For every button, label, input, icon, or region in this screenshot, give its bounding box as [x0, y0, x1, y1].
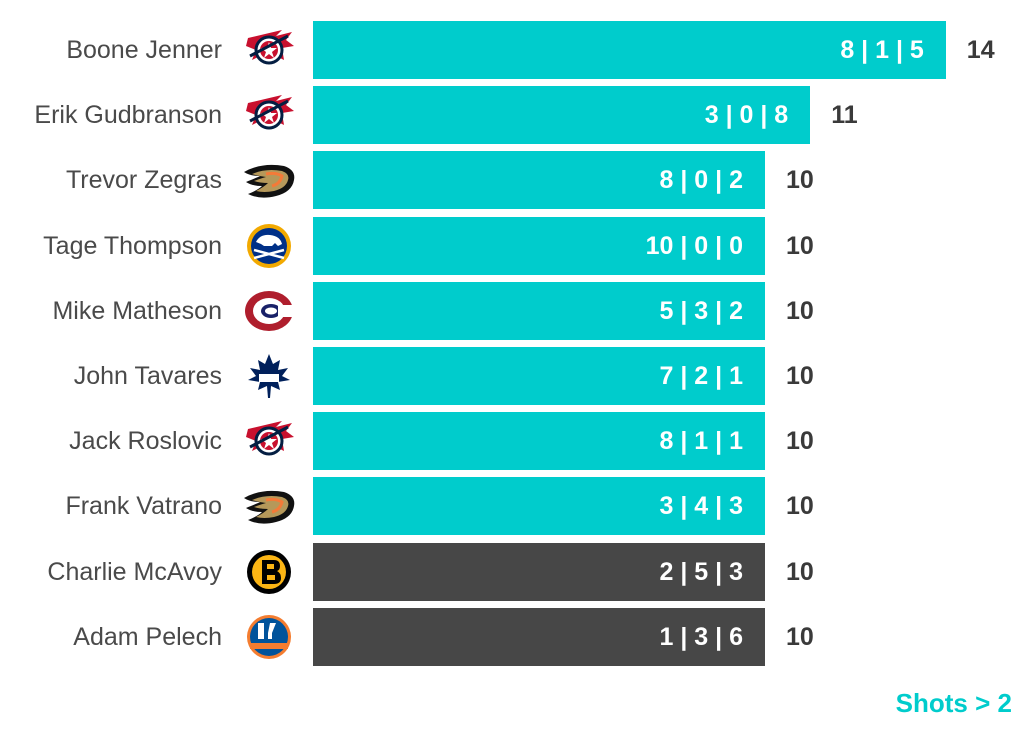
columbus-blue-jackets-logo-icon — [246, 30, 294, 65]
bar — [313, 21, 946, 79]
bar — [313, 477, 765, 536]
bar-total-label: 10 — [786, 557, 814, 586]
bar-breakdown-label: 3 | 0 | 8 — [704, 101, 789, 130]
bar — [313, 86, 811, 145]
bar — [313, 281, 765, 340]
player-name-label: Boone Jenner — [66, 36, 222, 64]
toronto-maple-leafs-logo-icon — [248, 354, 290, 398]
bar-breakdown-label: 7 | 2 | 1 — [659, 362, 743, 390]
player-name-label: Tage Thompson — [43, 231, 222, 260]
player-name-label: Frank Vatrano — [65, 492, 222, 521]
bar-row: Tage Thompson 10 | 0 | 0 10 — [0, 216, 1024, 275]
columbus-blue-jackets-logo-icon — [246, 421, 294, 456]
bar-total-label: 10 — [786, 622, 814, 651]
player-name-label: Charlie McAvoy — [47, 557, 222, 586]
player-name-label: Adam Pelech — [73, 622, 222, 651]
bar-row: Jack Roslovic 8 | 1 | 1 10 — [0, 412, 1024, 471]
bar-breakdown-label: 8 | 0 | 2 — [659, 166, 743, 195]
bar-total-label: 11 — [831, 101, 858, 130]
bar-breakdown-label: 5 | 3 | 2 — [659, 296, 743, 325]
bar — [313, 542, 765, 601]
footnote: Shots > 2 — [895, 688, 1012, 718]
bar-row: John Tavares 7 | 2 | 1 10 — [0, 347, 1024, 405]
player-name-label: Jack Roslovic — [69, 427, 222, 456]
bar-row: Mike Matheson 5 | 3 | 2 10 — [0, 281, 1024, 340]
bar-row: Frank Vatrano 3 | 4 | 3 10 — [0, 477, 1024, 536]
bar — [313, 151, 765, 210]
bar-total-label: 10 — [786, 362, 814, 390]
bar — [313, 216, 765, 275]
bar-breakdown-label: 3 | 4 | 3 — [659, 492, 743, 521]
bar-row: Trevor Zegras 8 | 0 | 2 10 — [0, 151, 1024, 210]
anaheim-ducks-logo-icon — [244, 165, 295, 198]
bar-total-label: 10 — [786, 231, 814, 260]
bar-total-label: 10 — [786, 296, 814, 325]
bar — [313, 607, 765, 666]
bar-row: Charlie McAvoy 2 | 5 | 3 10 — [0, 542, 1024, 601]
bar — [313, 347, 765, 405]
bar-row: Boone Jenner 8 | 1 | 5 14 — [0, 21, 1024, 79]
montreal-canadiens-logo-icon — [245, 290, 294, 331]
bar-breakdown-label: 10 | 0 | 0 — [645, 231, 743, 260]
bar-total-label: 10 — [786, 492, 814, 521]
bar-breakdown-label: 8 | 1 | 5 — [840, 36, 924, 64]
buffalo-sabres-logo-icon — [247, 223, 291, 268]
bar-breakdown-label: 1 | 3 | 6 — [659, 622, 743, 651]
bar-row: Adam Pelech 1 | 3 | 6 10 — [0, 607, 1024, 666]
boston-bruins-logo-icon — [247, 549, 291, 594]
new-york-islanders-logo-icon — [247, 614, 291, 659]
player-name-label: Erik Gudbranson — [34, 101, 222, 130]
bar-total-label: 10 — [786, 427, 814, 456]
bar — [313, 412, 765, 471]
bar-row: Erik Gudbranson 3 | 0 | 8 11 — [0, 86, 1024, 145]
bar-total-label: 10 — [786, 166, 814, 195]
player-name-label: Mike Matheson — [52, 296, 222, 325]
bar-breakdown-label: 2 | 5 | 3 — [659, 557, 743, 586]
player-name-label: John Tavares — [73, 362, 222, 390]
player-name-label: Trevor Zegras — [65, 166, 222, 195]
bar-breakdown-label: 8 | 1 | 1 — [659, 427, 743, 456]
bar-total-label: 14 — [966, 36, 995, 64]
anaheim-ducks-logo-icon — [244, 491, 295, 524]
columbus-blue-jackets-logo-icon — [246, 95, 294, 130]
